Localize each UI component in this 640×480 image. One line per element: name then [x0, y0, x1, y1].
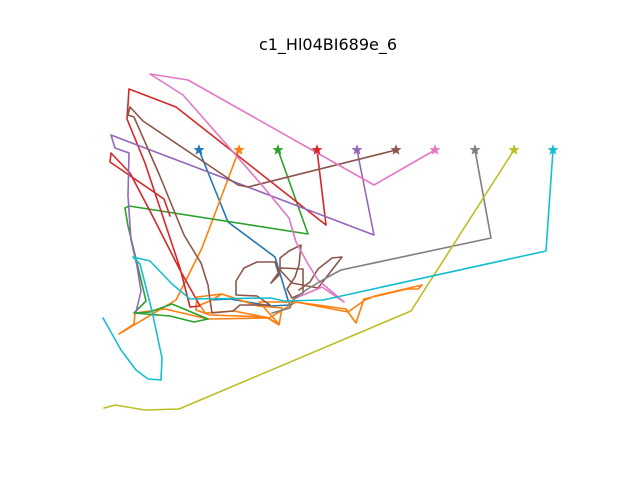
series-start-marker-5: [351, 144, 363, 155]
series-line-4: [109, 88, 327, 308]
series-start-marker-9: [508, 144, 520, 155]
series-layer: [102, 73, 554, 411]
series-start-marker-2: [233, 144, 245, 155]
series-start-marker-7: [429, 144, 441, 155]
series-line-9: [103, 149, 515, 411]
series-line-5: [110, 134, 375, 313]
series-line-6: [127, 106, 397, 314]
series-start-marker-8: [469, 144, 481, 155]
series-start-marker-4: [311, 144, 323, 155]
series-start-marker-3: [272, 144, 284, 155]
series-start-marker-10: [547, 144, 559, 155]
chart-title: c1_Hl04BI689e_6: [259, 35, 397, 55]
series-start-marker-6: [390, 144, 402, 155]
series-line-7: [149, 73, 436, 303]
series-line-2: [118, 149, 423, 335]
marker-layer: [193, 144, 559, 155]
series-start-marker-1: [193, 144, 205, 155]
series-line-10: [102, 149, 554, 381]
series-line-8: [271, 149, 492, 314]
